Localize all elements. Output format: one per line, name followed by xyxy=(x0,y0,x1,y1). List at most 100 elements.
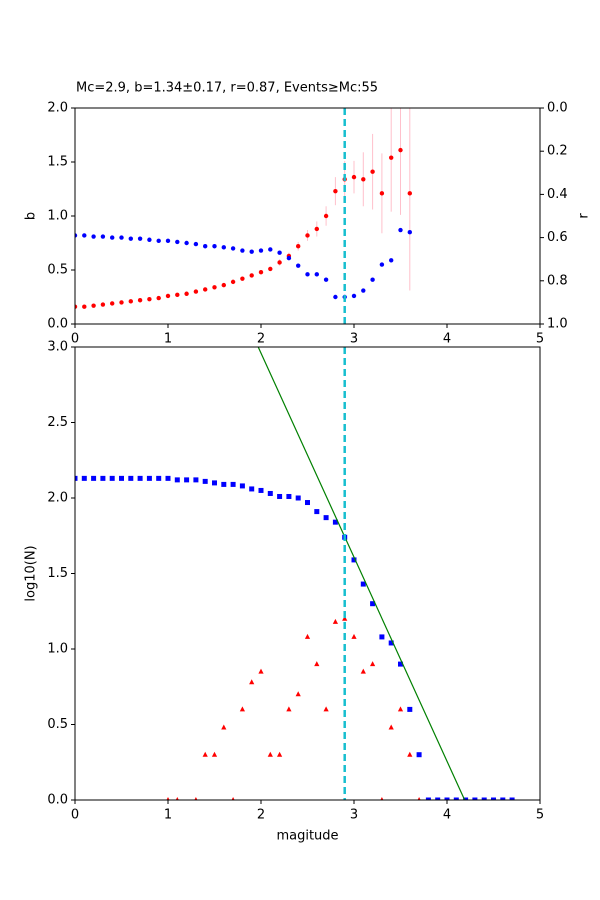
circle-marker xyxy=(110,235,115,240)
axes-frame xyxy=(74,346,541,801)
x-tick-label: 0 xyxy=(71,808,79,823)
circle-marker xyxy=(137,298,143,303)
circle-marker xyxy=(156,295,161,301)
circle-marker xyxy=(277,250,282,255)
square-marker xyxy=(286,493,292,499)
square-marker xyxy=(314,509,320,515)
square-marker xyxy=(295,495,301,501)
circle-marker xyxy=(91,303,96,308)
y2-tick-label: 0.6 xyxy=(547,230,568,245)
square-marker xyxy=(472,797,478,800)
y2-tick-label: 1.0 xyxy=(547,317,568,332)
circle-marker xyxy=(221,282,226,288)
square-marker xyxy=(425,797,431,800)
square-marker xyxy=(137,475,143,481)
y-tick-label: 0.5 xyxy=(47,263,68,278)
x-tick-label: 5 xyxy=(536,332,544,347)
circle-marker xyxy=(333,188,338,194)
square-marker xyxy=(91,475,97,481)
triangle-marker xyxy=(388,724,394,730)
square-marker xyxy=(165,475,171,481)
x-tick-label: 2 xyxy=(257,332,265,347)
circle-marker xyxy=(110,301,115,306)
triangle-marker xyxy=(221,724,227,730)
circle-marker xyxy=(379,191,385,196)
triangle-marker xyxy=(397,706,404,712)
circle-marker xyxy=(165,293,171,299)
circle-marker xyxy=(286,255,292,261)
square-marker xyxy=(332,519,338,525)
square-marker xyxy=(360,581,366,587)
square-marker xyxy=(75,475,78,481)
circle-marker xyxy=(379,262,385,267)
triangle-marker xyxy=(231,797,235,800)
square-marker xyxy=(184,477,190,483)
y-tick-label: 3.0 xyxy=(47,340,68,355)
circle-marker xyxy=(184,291,189,296)
y2-tick-label: 0.0 xyxy=(547,101,568,116)
triangle-marker xyxy=(175,797,179,800)
circle-marker xyxy=(184,240,189,246)
y-tick-label: 1.0 xyxy=(47,209,68,224)
circle-marker xyxy=(82,304,87,309)
circle-marker xyxy=(119,235,124,240)
square-marker xyxy=(323,515,329,521)
x-tick-label: 5 xyxy=(536,808,544,823)
square-marker xyxy=(249,486,255,492)
square-marker xyxy=(398,661,403,667)
y-tick-label: 2.0 xyxy=(47,491,68,506)
x-tick-label: 1 xyxy=(164,332,172,347)
square-marker xyxy=(202,478,208,484)
circle-marker xyxy=(82,233,87,238)
triangle-marker xyxy=(211,751,218,757)
square-marker xyxy=(193,477,199,483)
circle-marker xyxy=(212,244,217,249)
y-tick-label: 0.0 xyxy=(47,793,68,808)
y2-tick-label: 0.4 xyxy=(547,187,568,202)
triangle-marker xyxy=(202,751,208,757)
circle-marker xyxy=(230,246,236,251)
circle-marker xyxy=(351,293,357,299)
square-marker xyxy=(481,797,487,800)
y-axis-label: log10(N) xyxy=(24,545,39,601)
circle-marker xyxy=(249,249,254,254)
square-marker xyxy=(351,557,357,563)
circle-marker xyxy=(147,237,152,242)
circle-marker xyxy=(268,266,273,272)
circle-marker xyxy=(370,169,375,174)
x-tick-label: 1 xyxy=(164,808,172,823)
square-marker xyxy=(146,475,152,481)
circle-marker xyxy=(398,147,403,153)
x-tick-label: 4 xyxy=(443,332,451,347)
plot-area xyxy=(75,347,515,800)
square-marker xyxy=(81,475,87,481)
circle-marker xyxy=(361,288,366,293)
square-marker xyxy=(100,475,106,481)
circle-marker xyxy=(165,238,171,244)
square-marker xyxy=(221,481,227,487)
circle-marker xyxy=(230,279,236,285)
circle-marker xyxy=(221,245,226,250)
circle-marker xyxy=(407,191,412,196)
y-tick-label: 1.0 xyxy=(47,642,68,657)
circle-marker xyxy=(119,300,124,305)
square-marker xyxy=(305,500,310,506)
circle-marker xyxy=(268,247,273,252)
y-axis-label: b xyxy=(24,212,39,220)
triangle-marker xyxy=(194,797,198,800)
triangle-marker xyxy=(407,751,413,757)
square-marker xyxy=(128,475,134,481)
circle-marker xyxy=(240,248,245,253)
y2-tick-label: 0.2 xyxy=(547,144,568,159)
y-tick-label: 2.5 xyxy=(47,415,68,430)
triangle-marker xyxy=(295,691,301,697)
triangle-marker xyxy=(286,706,292,712)
y2-axis-label: r xyxy=(577,213,592,219)
circle-marker xyxy=(370,277,375,282)
triangle-marker xyxy=(351,633,357,639)
circle-marker xyxy=(361,177,366,182)
circle-marker xyxy=(389,155,394,160)
circle-marker xyxy=(91,234,96,239)
y2-tick-label: 0.8 xyxy=(547,273,568,288)
circle-marker xyxy=(314,272,319,277)
